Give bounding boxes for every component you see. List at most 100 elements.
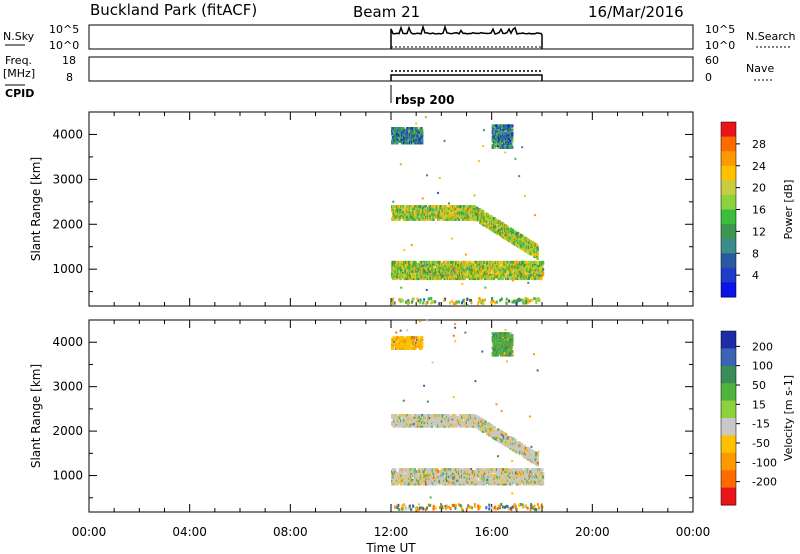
echo-cell bbox=[393, 273, 396, 277]
echo-cell bbox=[477, 473, 480, 477]
echo-cell bbox=[514, 243, 518, 247]
echo-cell bbox=[521, 262, 524, 266]
echo-cell bbox=[420, 260, 423, 264]
echo-cell bbox=[469, 268, 472, 272]
echo-cell bbox=[421, 477, 424, 481]
echo-cell bbox=[419, 264, 422, 268]
echo-cell bbox=[431, 269, 434, 273]
echo-cell bbox=[420, 136, 423, 140]
echo-cell bbox=[428, 473, 431, 477]
echo-cell bbox=[405, 268, 408, 272]
echo-cell bbox=[412, 137, 416, 141]
echo-cell bbox=[444, 478, 447, 482]
echo-cell bbox=[413, 468, 416, 472]
echo-cell bbox=[426, 477, 429, 481]
echo-cell bbox=[471, 419, 474, 423]
echo-cell bbox=[411, 262, 414, 266]
echo-cell bbox=[476, 271, 479, 275]
echo-cell bbox=[490, 275, 493, 279]
echo-cell bbox=[479, 215, 482, 219]
echo-cell bbox=[468, 422, 471, 426]
echo-cell bbox=[397, 128, 400, 132]
colorbar-segment bbox=[721, 180, 736, 196]
echo-cell bbox=[428, 419, 431, 423]
echo-cell bbox=[397, 127, 400, 131]
echo-cell bbox=[521, 475, 524, 479]
echo-cell bbox=[442, 212, 445, 216]
echo-cell bbox=[428, 471, 431, 475]
echo-cell bbox=[483, 480, 486, 484]
echo-cell bbox=[509, 126, 512, 130]
echo-cell bbox=[525, 273, 528, 277]
echo-cell bbox=[529, 475, 532, 479]
echo-cell bbox=[472, 262, 475, 266]
echo-cell bbox=[429, 468, 432, 472]
echo-cell bbox=[528, 262, 531, 266]
echo-cell bbox=[434, 215, 437, 219]
echo-cell bbox=[526, 271, 530, 275]
echo-cell bbox=[460, 480, 463, 484]
echo-cell bbox=[452, 475, 455, 479]
echo-cell bbox=[535, 260, 538, 264]
echo-cell bbox=[419, 298, 422, 302]
echo-cell bbox=[449, 477, 453, 481]
echo-cell bbox=[531, 298, 534, 302]
echo-cell bbox=[429, 207, 432, 210]
echo-cell bbox=[424, 273, 427, 277]
echo-cell bbox=[456, 266, 459, 270]
echo-cell bbox=[422, 300, 425, 303]
nsky-tick-bottom: 10^0 bbox=[49, 39, 79, 52]
echo-cell bbox=[494, 301, 497, 305]
echo-cell bbox=[418, 424, 421, 428]
echo-cell bbox=[476, 206, 479, 210]
echo-cell bbox=[497, 468, 500, 472]
echo-cell bbox=[492, 271, 495, 275]
echo-cell bbox=[520, 262, 523, 266]
echo-cell bbox=[510, 273, 513, 277]
echo-cell bbox=[447, 414, 450, 417]
echo-cell bbox=[392, 297, 395, 301]
echo-cell bbox=[517, 470, 520, 473]
cpid-value: rbsp 200 bbox=[395, 93, 454, 107]
echo-cell bbox=[415, 269, 418, 273]
echo-cell bbox=[399, 414, 402, 417]
echo-cell bbox=[536, 297, 539, 301]
echo-cell bbox=[483, 470, 486, 473]
echo-cell bbox=[493, 482, 496, 486]
echo-cell bbox=[458, 478, 462, 482]
echo-cell bbox=[424, 424, 427, 428]
echo-cell bbox=[397, 414, 400, 417]
echo-cell bbox=[477, 260, 480, 264]
echo-cell bbox=[420, 212, 423, 216]
echo-cell bbox=[514, 475, 517, 479]
echo-cell bbox=[427, 475, 430, 479]
echo-cell bbox=[422, 301, 425, 305]
colorbar-label: Power [dB] bbox=[782, 180, 795, 240]
echo-cell bbox=[469, 212, 472, 216]
echo-cell bbox=[535, 266, 538, 270]
echo-cell bbox=[431, 207, 434, 210]
echo-cell bbox=[505, 140, 508, 144]
echo-cell bbox=[416, 215, 419, 219]
echo-cell bbox=[534, 482, 537, 486]
echo-cell bbox=[494, 478, 497, 482]
echo-cell bbox=[471, 275, 474, 279]
echo-cell bbox=[520, 275, 523, 279]
echo-cell bbox=[401, 260, 404, 264]
echo-cell bbox=[507, 126, 510, 130]
nsky-label: N.Sky bbox=[3, 30, 35, 43]
echo-cell bbox=[425, 419, 428, 423]
echo-cell bbox=[497, 428, 500, 432]
echo-cell bbox=[481, 478, 484, 482]
nsky-line bbox=[390, 24, 543, 49]
echo-cell bbox=[487, 477, 490, 481]
echo-cell bbox=[469, 273, 472, 277]
echo-cell bbox=[434, 475, 437, 479]
echo-cell bbox=[411, 299, 414, 303]
echo-cell bbox=[475, 213, 478, 217]
echo-cell bbox=[465, 260, 468, 264]
echo-cell bbox=[400, 482, 403, 486]
echo-cell bbox=[508, 273, 511, 277]
echo-cell bbox=[508, 439, 511, 443]
echo-cell bbox=[463, 301, 466, 305]
